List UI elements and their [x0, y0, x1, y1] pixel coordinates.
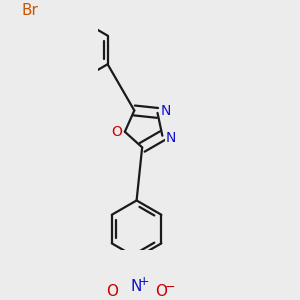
Text: O: O — [106, 284, 118, 299]
Text: N: N — [131, 279, 142, 294]
Text: Br: Br — [21, 4, 38, 19]
Text: +: + — [138, 275, 149, 288]
Text: −: − — [164, 281, 175, 294]
Text: O: O — [155, 284, 167, 299]
Text: O: O — [111, 125, 122, 139]
Text: N: N — [160, 104, 171, 118]
Text: N: N — [165, 130, 176, 145]
